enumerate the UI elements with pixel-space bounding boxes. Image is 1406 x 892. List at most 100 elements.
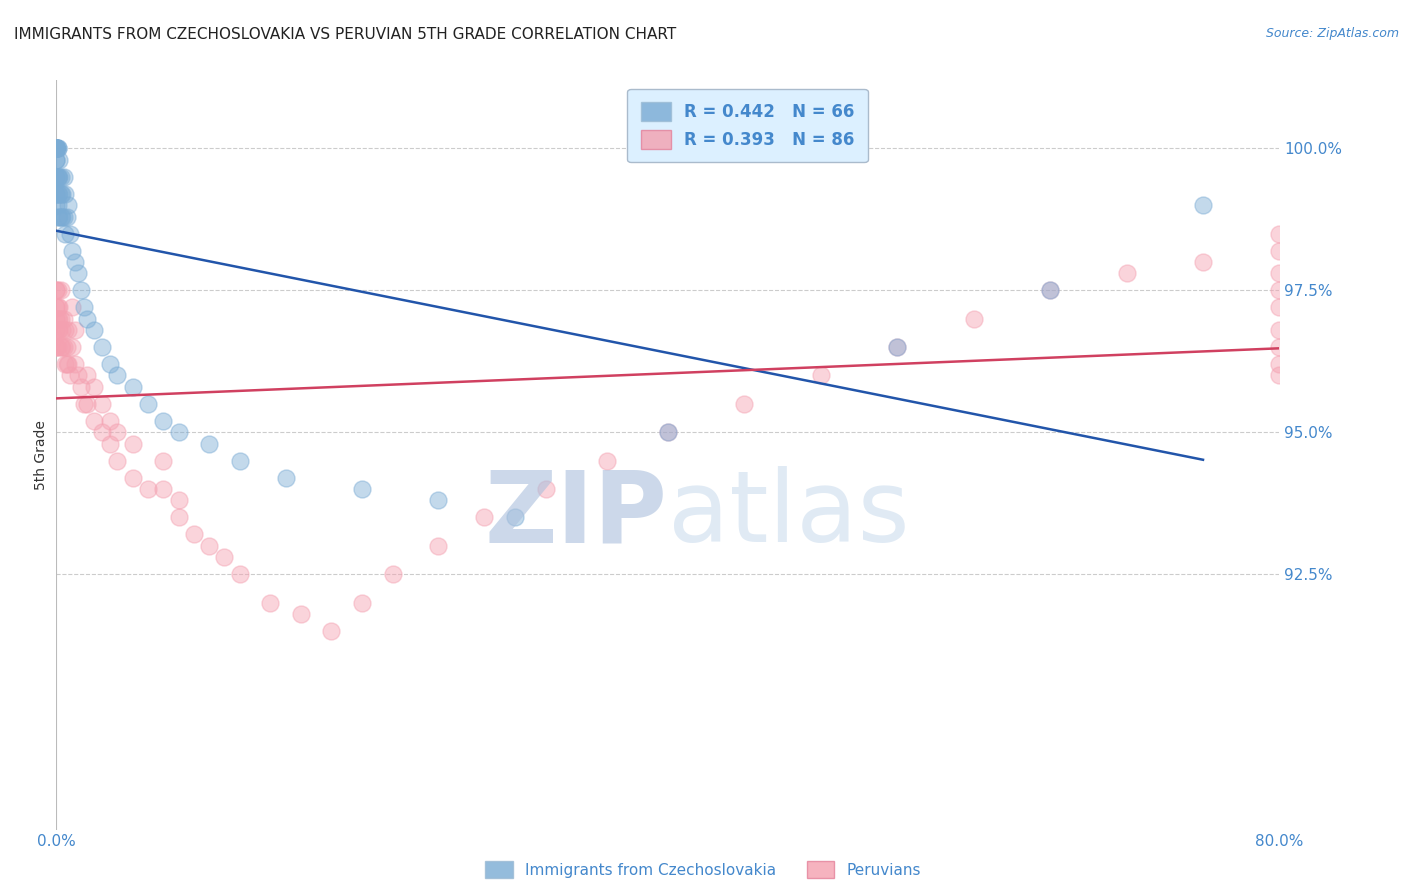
Point: [51, 323, 73, 337]
Text: Source: ZipAtlas.com: Source: ZipAtlas.com: [1265, 27, 1399, 40]
Point: [152, 414, 174, 428]
Point: [46, 311, 69, 326]
Point: [49, 340, 72, 354]
Point: [45, 141, 67, 155]
Point: [48, 301, 70, 315]
Point: [657, 425, 679, 440]
Point: [1268, 244, 1291, 258]
Point: [107, 453, 129, 467]
Point: [1268, 357, 1291, 371]
Point: [56, 340, 79, 354]
Point: [46, 169, 69, 184]
Point: [60, 301, 83, 315]
Point: [45, 311, 67, 326]
Point: [381, 567, 404, 582]
Point: [98, 357, 121, 371]
Point: [76, 397, 98, 411]
Text: ZIP: ZIP: [485, 467, 668, 564]
Point: [534, 482, 557, 496]
Point: [183, 527, 205, 541]
Point: [63, 255, 86, 269]
Point: [66, 266, 89, 280]
Point: [49, 210, 72, 224]
Point: [83, 323, 105, 337]
Point: [45, 153, 67, 167]
Point: [45, 141, 67, 155]
Point: [121, 470, 143, 484]
Point: [46, 186, 69, 201]
Point: [274, 470, 297, 484]
Point: [259, 595, 281, 609]
Point: [1268, 368, 1291, 383]
Point: [45, 141, 67, 155]
Point: [472, 510, 496, 524]
Point: [46, 141, 69, 155]
Point: [55, 323, 77, 337]
Text: IMMIGRANTS FROM CZECHOSLOVAKIA VS PERUVIAN 5TH GRADE CORRELATION CHART: IMMIGRANTS FROM CZECHOSLOVAKIA VS PERUVI…: [14, 27, 676, 42]
Point: [198, 436, 221, 450]
Point: [810, 368, 832, 383]
Point: [51, 186, 73, 201]
Point: [52, 210, 75, 224]
Point: [91, 397, 114, 411]
Point: [352, 595, 374, 609]
Point: [352, 482, 374, 496]
Point: [1192, 255, 1215, 269]
Point: [45, 301, 67, 315]
Point: [1039, 283, 1062, 297]
Point: [657, 425, 679, 440]
Point: [45, 301, 67, 315]
Point: [52, 340, 75, 354]
Point: [55, 227, 77, 241]
Point: [76, 311, 98, 326]
Point: [214, 550, 236, 565]
Point: [886, 340, 908, 354]
Point: [45, 153, 67, 167]
Point: [48, 153, 70, 167]
Point: [58, 357, 80, 371]
Point: [427, 493, 450, 508]
Point: [73, 301, 96, 315]
Point: [1268, 283, 1291, 297]
Point: [1115, 266, 1137, 280]
Point: [63, 357, 86, 371]
Point: [48, 311, 70, 326]
Point: [228, 453, 252, 467]
Point: [45, 141, 67, 155]
Point: [503, 510, 526, 524]
Point: [45, 186, 67, 201]
Point: [45, 283, 67, 297]
Point: [46, 283, 69, 297]
Point: [45, 169, 67, 184]
Point: [48, 323, 70, 337]
Point: [152, 482, 174, 496]
Point: [91, 425, 114, 440]
Point: [886, 340, 908, 354]
Point: [121, 380, 143, 394]
Point: [1268, 266, 1291, 280]
Point: [290, 607, 312, 621]
Point: [45, 141, 67, 155]
Point: [63, 323, 86, 337]
Point: [45, 323, 67, 337]
Legend: Immigrants from Czechoslovakia, Peruvians: Immigrants from Czechoslovakia, Peruvian…: [479, 855, 927, 884]
Point: [49, 169, 72, 184]
Point: [59, 368, 82, 383]
Point: [46, 323, 69, 337]
Point: [45, 141, 67, 155]
Point: [55, 357, 77, 371]
Point: [45, 141, 67, 155]
Point: [51, 210, 73, 224]
Point: [45, 340, 67, 354]
Text: atlas: atlas: [668, 467, 910, 564]
Point: [962, 311, 984, 326]
Point: [91, 340, 114, 354]
Point: [69, 283, 91, 297]
Point: [733, 397, 755, 411]
Point: [1268, 301, 1291, 315]
Point: [58, 323, 80, 337]
Point: [427, 539, 450, 553]
Point: [46, 169, 69, 184]
Point: [60, 244, 83, 258]
Point: [152, 453, 174, 467]
